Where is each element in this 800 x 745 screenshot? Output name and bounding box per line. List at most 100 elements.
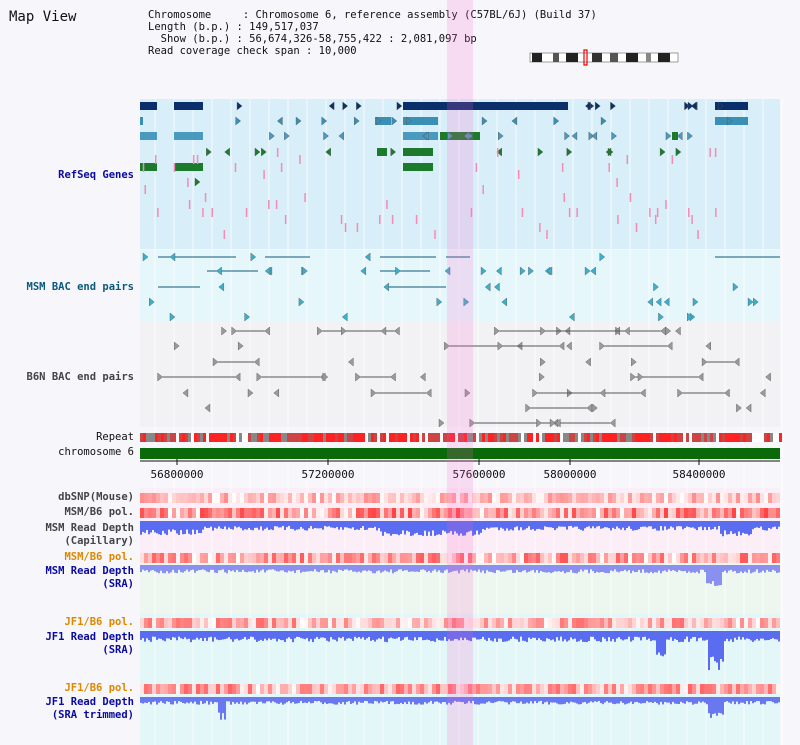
- depth-bar: [758, 521, 760, 528]
- pol-cell: [604, 493, 608, 503]
- repeat-segment: [746, 433, 749, 442]
- bac-end: [212, 357, 219, 367]
- depth-bar: [160, 521, 162, 535]
- depth-bar: [690, 631, 692, 639]
- depth-bar: [460, 631, 462, 638]
- pol-cell: [564, 553, 568, 563]
- pol-cell: [716, 553, 720, 563]
- pol-cell: [688, 618, 692, 628]
- pol-cell: [220, 684, 224, 694]
- depth-bar: [660, 565, 662, 574]
- b6n-bac-features[interactable]: [157, 326, 771, 428]
- repeat-segment: [377, 433, 380, 442]
- depth-bar: [644, 521, 646, 527]
- pol-cell: [464, 684, 468, 694]
- pol-cell: [248, 684, 252, 694]
- polymorphism-heat-tracks[interactable]: [140, 493, 780, 694]
- depth-bar: [590, 521, 592, 529]
- jf1-depth-sra-label[interactable]: JF1 Read Depth: [45, 631, 134, 643]
- pol-cell: [624, 618, 628, 628]
- pol-cell: [180, 684, 184, 694]
- chromosome-bar[interactable]: [140, 448, 780, 465]
- pol-cell: [644, 553, 648, 563]
- pol-cell: [528, 618, 532, 628]
- pol-cell: [508, 684, 512, 694]
- bac-end: [355, 372, 361, 382]
- pol-cell: [600, 553, 604, 563]
- refseq-genes-label[interactable]: RefSeq Genes: [58, 169, 134, 181]
- depth-bar: [472, 631, 474, 638]
- jf1-b6-pol-trim-label[interactable]: JF1/B6 pol.: [64, 682, 134, 694]
- depth-bar: [404, 697, 406, 703]
- pol-cell: [648, 493, 652, 503]
- pol-cell: [708, 553, 712, 563]
- depth-bar: [510, 631, 512, 639]
- depth-bar: [506, 521, 508, 529]
- bac-end: [666, 341, 673, 351]
- repeat-track[interactable]: [140, 433, 782, 442]
- depth-bar: [776, 565, 778, 573]
- depth-bar: [282, 631, 284, 641]
- pol-cell: [228, 684, 232, 694]
- depth-bar: [302, 565, 304, 572]
- depth-bar: [694, 565, 696, 573]
- highlight-region[interactable]: [447, 0, 473, 745]
- gene-arrow: [356, 101, 362, 111]
- depth-bar: [630, 697, 632, 702]
- depth-bar: [166, 697, 168, 702]
- depth-bar: [518, 697, 520, 704]
- b6n-bac-label[interactable]: B6N BAC end pairs: [26, 371, 134, 383]
- depth-bar: [670, 631, 672, 638]
- depth-bar: [630, 565, 632, 574]
- jf1-b6-pol-label[interactable]: JF1/B6 pol.: [64, 616, 134, 628]
- read-depth-tracks[interactable]: [140, 521, 780, 720]
- pol-cell: [660, 684, 664, 694]
- pol-cell: [448, 553, 452, 563]
- depth-bar: [322, 521, 324, 530]
- jf1-depth-trim-label[interactable]: JF1 Read Depth: [45, 696, 134, 708]
- msm-b6-pol-sra-label[interactable]: MSM/B6 pol.: [64, 551, 134, 563]
- depth-bar: [762, 521, 764, 530]
- pol-cell: [384, 493, 388, 503]
- depth-bar: [558, 631, 560, 641]
- pol-cell: [564, 618, 568, 628]
- msm-depth-capillary-label[interactable]: MSM Read Depth: [45, 522, 134, 534]
- depth-bar: [180, 697, 182, 702]
- msm-bac-label[interactable]: MSM BAC end pairs: [26, 281, 134, 293]
- length-info: Length (b.p.) : 149,517,037: [148, 21, 319, 33]
- repeat-segment: [473, 433, 476, 442]
- msm-bac-features[interactable]: [142, 252, 780, 322]
- pol-cell: [444, 493, 448, 503]
- depth-bar: [556, 521, 558, 529]
- gene-tick: [284, 215, 287, 224]
- repeat-segment: [365, 433, 368, 442]
- refseq-gene-features[interactable]: [140, 101, 748, 239]
- bac-end: [341, 312, 348, 322]
- pol-cell: [416, 508, 420, 518]
- depth-bar: [428, 631, 430, 640]
- depth-bar: [568, 565, 570, 573]
- pol-cell: [272, 618, 276, 628]
- depth-bar: [278, 697, 280, 704]
- depth-bar: [704, 697, 706, 703]
- dbsnp-label[interactable]: dbSNP(Mouse): [58, 491, 134, 503]
- pol-cell: [244, 508, 248, 518]
- depth-bar: [496, 521, 498, 528]
- pol-cell: [764, 493, 768, 503]
- pol-cell: [724, 684, 728, 694]
- msm-b6-pol-label[interactable]: MSM/B6 pol.: [64, 506, 134, 518]
- chromosome-ideogram[interactable]: [529, 49, 679, 66]
- repeat-segment: [512, 433, 515, 442]
- depth-bar: [436, 521, 438, 535]
- msm-depth-sra-label[interactable]: MSM Read Depth: [45, 565, 134, 577]
- depth-bar: [360, 697, 362, 703]
- pol-cell: [608, 684, 612, 694]
- depth-bar: [188, 565, 190, 572]
- depth-bar: [450, 631, 452, 641]
- pol-cell: [772, 553, 776, 563]
- depth-bar: [514, 631, 516, 639]
- pol-cell: [456, 618, 460, 628]
- pol-cell: [388, 684, 392, 694]
- pol-cell: [248, 618, 252, 628]
